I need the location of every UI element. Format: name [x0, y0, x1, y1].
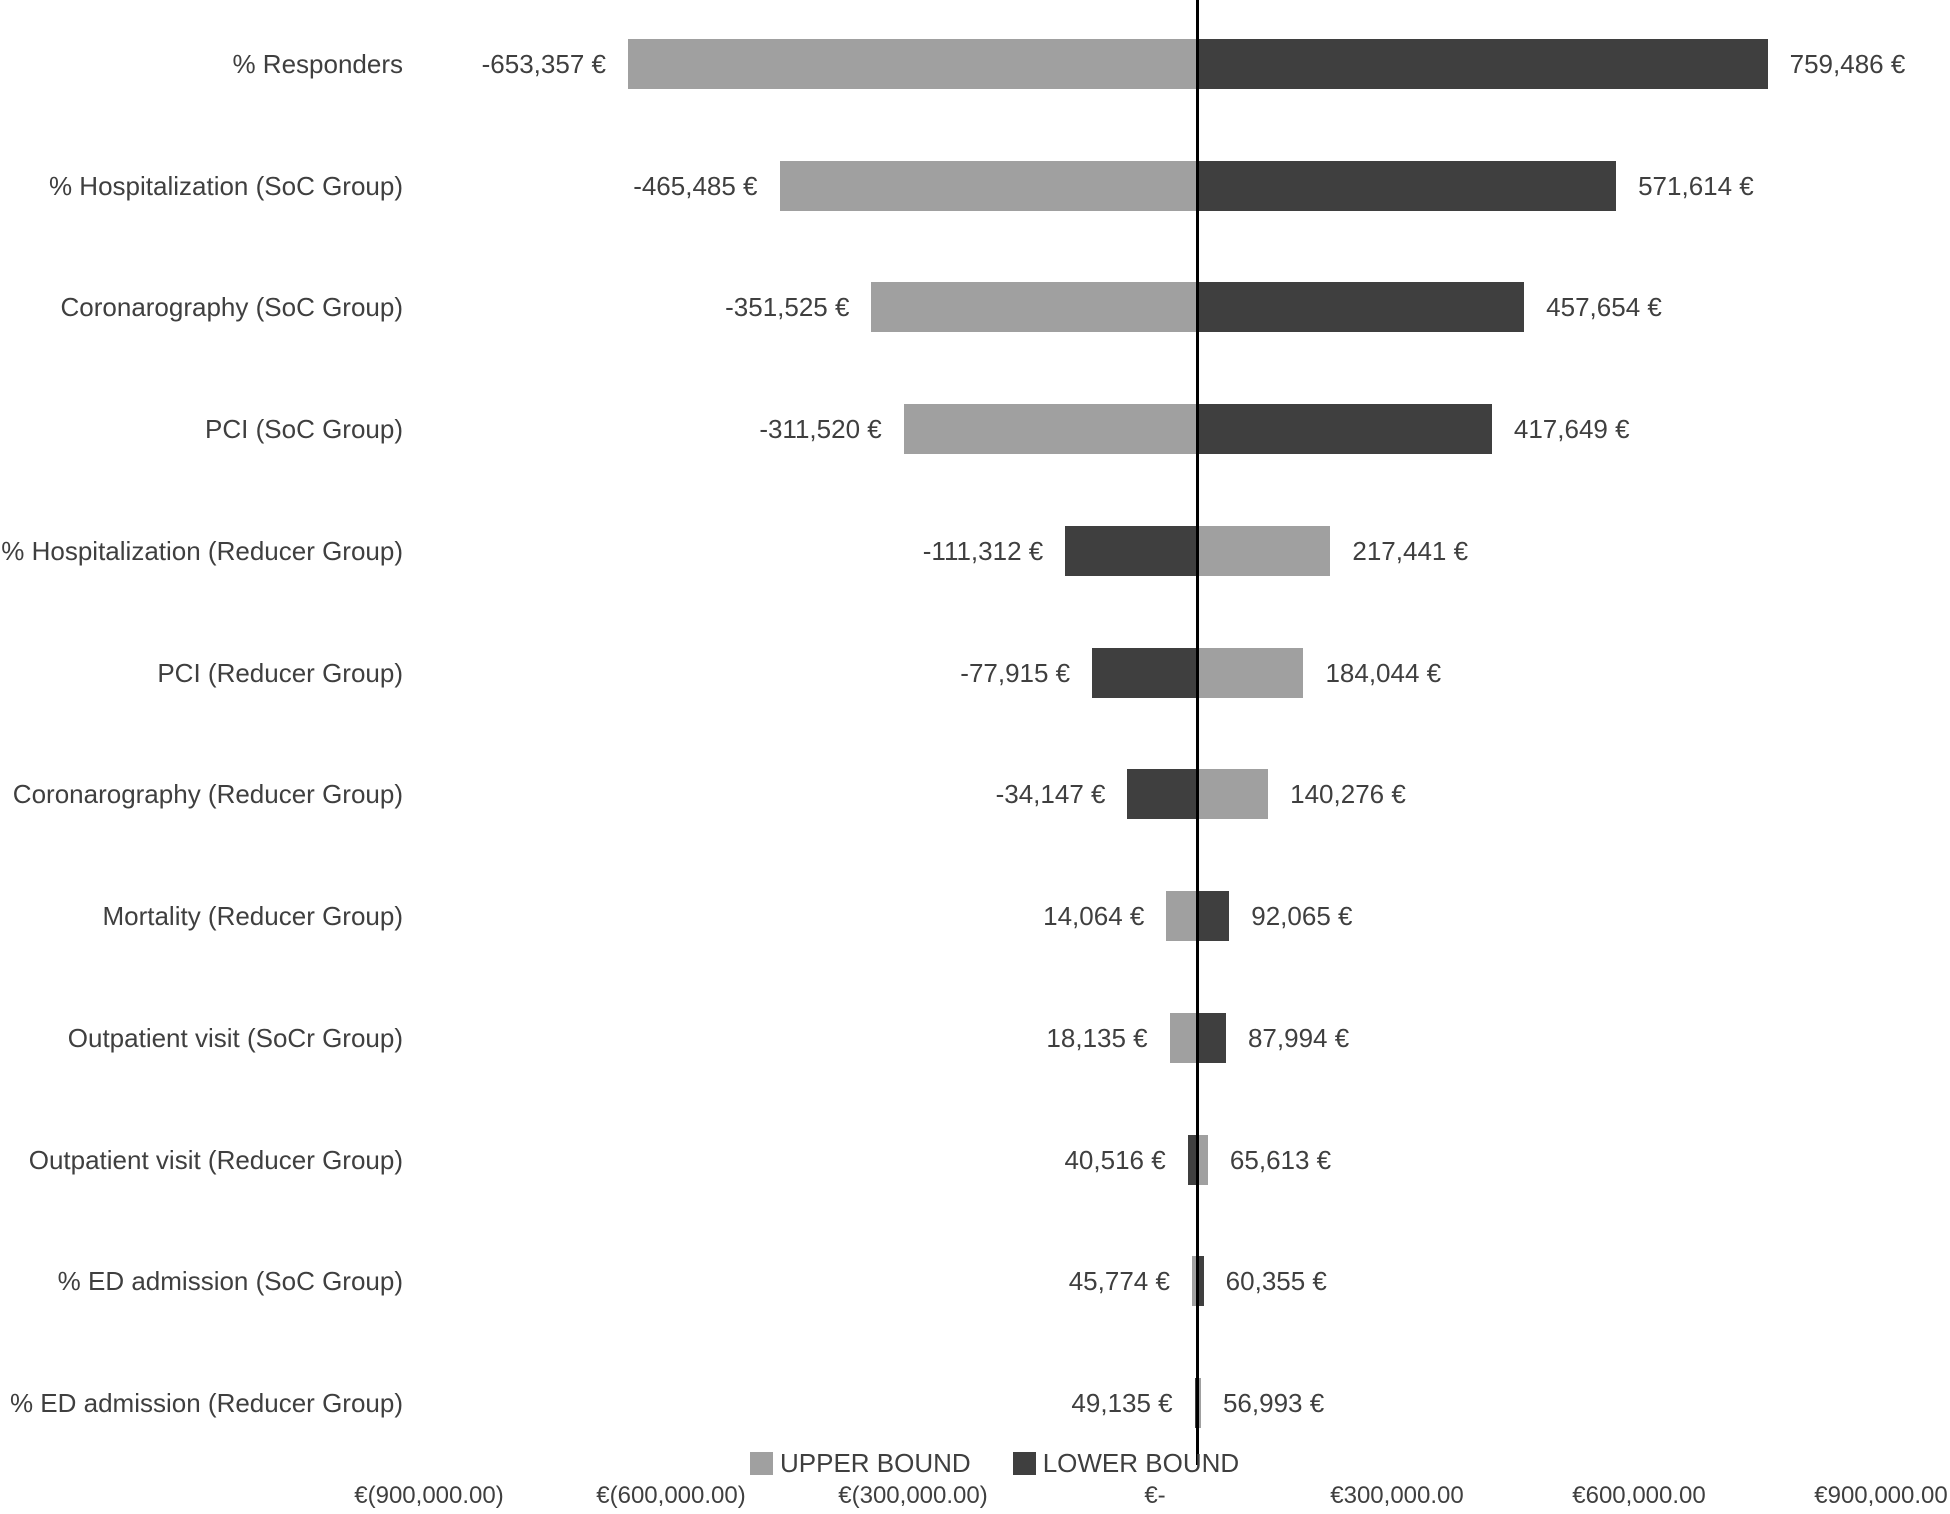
bar-segment-lower-bound: [1197, 404, 1492, 455]
legend-label-lower-bound: LOWER BOUND: [1042, 1448, 1240, 1478]
x-axis-tick-label: €(300,000.00): [838, 1482, 988, 1509]
category-label: Outpatient visit (SoCr Group): [67, 1022, 403, 1053]
bar-segment-upper-bound: [1166, 891, 1198, 942]
bar-segment-lower-bound: [1197, 282, 1525, 333]
category-label: Mortality (Reducer Group): [102, 901, 403, 932]
value-label-left: -653,357 €: [481, 49, 606, 79]
x-axis-tick-label: €(600,000.00): [596, 1482, 746, 1509]
category-label: PCI (SoC Group): [205, 414, 403, 445]
bar-segment-upper-bound: [1197, 1134, 1208, 1185]
category-label: % Responders: [232, 49, 403, 79]
value-label-left: -111,312 €: [922, 535, 1044, 566]
value-label-right: 87,994 €: [1247, 1022, 1350, 1053]
category-label: PCI (Reducer Group): [157, 657, 403, 688]
value-label-right: 571,614 €: [1638, 170, 1754, 201]
value-label-right: 184,044 €: [1325, 657, 1442, 688]
bar-segment-upper-bound: [871, 282, 1198, 333]
legend: UPPER BOUND LOWER BOUND: [750, 1448, 1239, 1478]
bar-segment-lower-bound: [1187, 1134, 1198, 1185]
value-label-left: 49,135 €: [1071, 1388, 1173, 1419]
legend-swatch-lower-bound: [1012, 1451, 1036, 1475]
bar-segment-upper-bound: [903, 404, 1198, 455]
bar-segment-lower-bound: [1197, 1012, 1226, 1063]
legend-label-upper-bound: UPPER BOUND: [780, 1448, 971, 1478]
category-label: % Hospitalization (Reducer Group): [1, 535, 403, 566]
bar-segment-lower-bound: [1092, 647, 1198, 698]
bar-segment-upper-bound: [1197, 769, 1269, 820]
x-axis-tick-label: €900,000.00: [1814, 1482, 1948, 1509]
bar-segment-lower-bound: [1065, 525, 1198, 576]
value-label-left: -34,147 €: [995, 779, 1106, 810]
bar-segment-upper-bound: [1197, 1378, 1201, 1429]
value-label-left: -311,520 €: [759, 414, 882, 445]
value-label-right: 759,486 €: [1789, 49, 1906, 79]
value-label-left: 14,064 €: [1043, 901, 1145, 932]
x-axis-tick-label: €(900,000.00): [354, 1482, 504, 1509]
category-label: Outpatient visit (Reducer Group): [28, 1144, 403, 1175]
base-case-axis-line: [1196, 0, 1200, 1465]
legend-item-lower-bound: LOWER BOUND: [1012, 1448, 1240, 1478]
value-label-left: 18,135 €: [1046, 1022, 1148, 1053]
bar-segment-upper-bound: [627, 39, 1198, 89]
value-label-right: 60,355 €: [1225, 1266, 1327, 1297]
category-label: % Hospitalization (SoC Group): [48, 170, 403, 201]
bar-segment-upper-bound: [1191, 1256, 1198, 1307]
bar-segment-lower-bound: [1197, 160, 1617, 211]
bar-segment-lower-bound: [1197, 1256, 1204, 1307]
x-axis-tick-label: €-: [1144, 1482, 1166, 1509]
value-label-left: -351,525 €: [725, 292, 850, 323]
value-label-left: 45,774 €: [1068, 1266, 1170, 1297]
category-label: Coronarography (Reducer Group): [12, 779, 403, 810]
value-label-left: -77,915 €: [960, 657, 1071, 688]
bar-segment-upper-bound: [1197, 525, 1331, 576]
value-label-left: 40,516 €: [1064, 1144, 1166, 1175]
value-label-right: 217,441 €: [1352, 535, 1469, 566]
bar-segment-lower-bound: [1127, 769, 1198, 820]
value-label-right: 92,065 €: [1251, 901, 1353, 932]
bar-segment-lower-bound: [1197, 891, 1230, 942]
x-axis-tick-label: €300,000.00: [1330, 1482, 1464, 1509]
bar-segment-lower-bound: [1194, 1378, 1198, 1429]
value-label-right: 56,993 €: [1222, 1388, 1325, 1419]
category-label: Coronarography (SoC Group): [60, 292, 404, 323]
bar-segment-lower-bound: [1197, 39, 1768, 89]
x-axis-tick-label: €600,000.00: [1572, 1482, 1706, 1509]
category-label: % ED admission (SoC Group): [57, 1266, 403, 1297]
value-label-left: -465,485 €: [633, 170, 758, 201]
bar-segment-upper-bound: [1197, 647, 1304, 698]
value-label-right: 457,654 €: [1546, 292, 1662, 323]
value-label-right: 65,613 €: [1229, 1144, 1332, 1175]
legend-swatch-upper-bound: [750, 1451, 773, 1475]
category-label: % ED admission (Reducer Group): [9, 1388, 403, 1419]
bar-segment-upper-bound: [779, 160, 1198, 211]
bar-segment-upper-bound: [1169, 1012, 1198, 1063]
value-label-right: 417,649 €: [1513, 414, 1630, 445]
legend-item-upper-bound: UPPER BOUND: [750, 1448, 971, 1478]
value-label-right: 140,276 €: [1290, 779, 1406, 810]
